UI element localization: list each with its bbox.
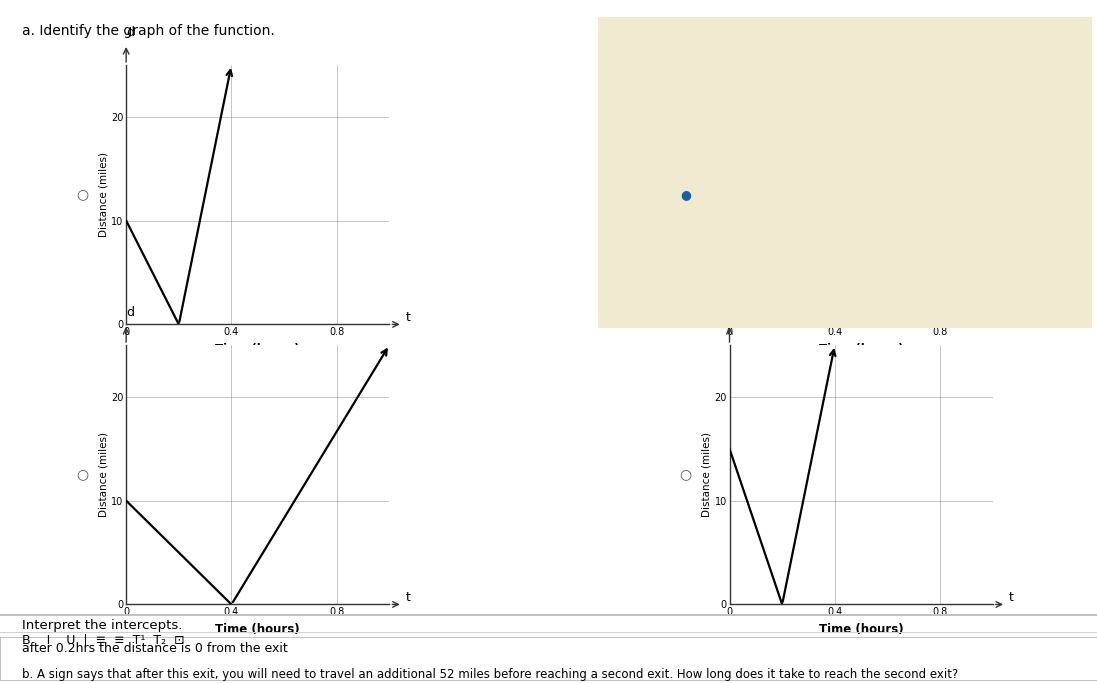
Text: d: d [730, 26, 737, 39]
Text: t: t [405, 591, 410, 604]
Text: after 0.2hrs the distance is 0 from the exit: after 0.2hrs the distance is 0 from the … [22, 642, 287, 655]
Text: t: t [405, 311, 410, 324]
Y-axis label: Distance (miles): Distance (miles) [99, 432, 109, 517]
X-axis label: Time (hours): Time (hours) [215, 623, 301, 636]
X-axis label: Time (hours): Time (hours) [818, 623, 904, 636]
Text: B    I    U  |  ≡  ≡  T¹  T₂  ⊡: B I U | ≡ ≡ T¹ T₂ ⊡ [22, 633, 184, 646]
Text: a. Identify the graph of the function.: a. Identify the graph of the function. [22, 24, 274, 38]
Text: b. A sign says that after this exit, you will need to travel an additional 52 mi: b. A sign says that after this exit, you… [22, 668, 958, 681]
Text: t: t [1008, 591, 1014, 604]
Text: ○: ○ [679, 468, 692, 482]
Y-axis label: Distance (miles): Distance (miles) [702, 432, 712, 517]
Text: d: d [126, 26, 134, 39]
Text: ○: ○ [76, 188, 89, 201]
X-axis label: Time (hours): Time (hours) [818, 343, 904, 356]
Y-axis label: Distance (miles): Distance (miles) [99, 152, 109, 237]
Text: Interpret the intercepts.: Interpret the intercepts. [22, 619, 182, 632]
Text: d: d [730, 306, 737, 319]
X-axis label: Time (hours): Time (hours) [215, 343, 301, 356]
Text: ○: ○ [76, 468, 89, 482]
Text: ●: ● [680, 188, 691, 201]
Text: d: d [126, 306, 134, 319]
Y-axis label: Distance (miles): Distance (miles) [702, 152, 712, 237]
Text: t: t [1008, 311, 1014, 324]
